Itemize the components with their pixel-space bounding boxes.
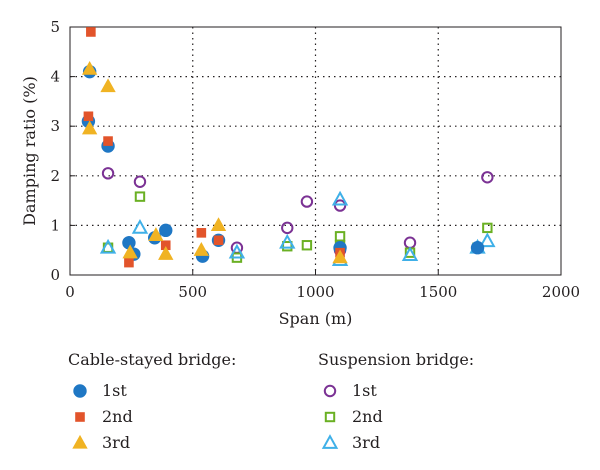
cable-stayed-3rd-point xyxy=(81,60,98,75)
y-tick-label: 5 xyxy=(50,18,60,36)
y-tick-label: 1 xyxy=(50,216,60,234)
legend-marker-square-filled xyxy=(75,412,85,422)
legend: Cable-stayed bridge: 1st 2nd 3rd Suspension … xyxy=(68,350,474,452)
legend-marker-circle-open xyxy=(323,384,337,398)
suspension-3rd-point xyxy=(131,218,149,234)
suspension-3rd-point xyxy=(331,190,349,206)
cable-stayed-3rd-point xyxy=(81,120,98,135)
cable-stayed-3rd-point xyxy=(122,244,138,259)
cable-stayed-3rd-point xyxy=(148,227,164,241)
legend-marker-triangle-open xyxy=(321,434,339,449)
suspension-2nd-point xyxy=(282,241,293,252)
legend-label: 1st xyxy=(352,381,377,400)
suspension-2nd-point xyxy=(134,191,146,202)
legend-marker-square-open xyxy=(324,411,336,423)
y-axis-label: Damping ratio (%) xyxy=(20,76,39,226)
cable-stayed-3rd-point xyxy=(193,242,210,256)
suspension-2nd-point xyxy=(301,240,313,251)
axis-ticks: 0 500 1000 1500 2000 0 1 2 3 4 5 xyxy=(50,18,580,301)
suspension-3rd-point xyxy=(279,233,296,249)
plot-frame xyxy=(69,26,562,276)
suspension-1st-point xyxy=(333,199,347,212)
legend-group-title: Cable-stayed bridge: xyxy=(68,350,236,369)
legend-label: 2nd xyxy=(102,407,133,426)
cable-stayed-2nd-point xyxy=(83,111,94,122)
legend-marker-circle-filled xyxy=(73,384,87,398)
legend-label: 1st xyxy=(102,381,127,400)
suspension-1st-point xyxy=(101,167,115,180)
cable-stayed-3rd-point xyxy=(100,78,116,93)
cable-stayed-3rd-point xyxy=(210,217,227,232)
x-tick-label: 1500 xyxy=(419,283,457,301)
cable-stayed-2nd-point xyxy=(213,235,224,246)
x-axis-label: Span (m) xyxy=(279,309,353,328)
suspension-1st-point xyxy=(300,195,314,208)
x-tick-label: 0 xyxy=(65,283,75,301)
suspension-1st-point xyxy=(281,221,294,235)
x-tick-label: 1000 xyxy=(296,283,334,301)
suspension-3rd-point xyxy=(479,232,496,248)
suspension-2nd-point xyxy=(482,222,493,234)
y-tick-label: 3 xyxy=(50,117,60,135)
cable-stayed-1st-point xyxy=(159,223,173,238)
cable-stayed-3rd-point xyxy=(158,245,174,260)
y-tick-label: 2 xyxy=(50,167,60,185)
cable-stayed-2nd-point xyxy=(196,228,207,238)
cable-stayed-3rd-point xyxy=(332,249,348,264)
y-tick-label: 0 xyxy=(50,266,60,284)
legend-label: 2nd xyxy=(352,407,383,426)
y-tick-label: 4 xyxy=(50,68,60,86)
suspension-1st-point xyxy=(133,175,147,188)
suspension-3rd-point xyxy=(99,238,117,254)
legend-label: 3rd xyxy=(102,433,130,452)
suspension-3rd-point xyxy=(228,243,246,259)
data-points xyxy=(81,27,496,268)
grid-lines xyxy=(70,27,561,275)
x-tick-label: 500 xyxy=(178,283,207,301)
cable-stayed-1st-point xyxy=(470,241,485,255)
cable-stayed-2nd-point xyxy=(124,257,134,268)
legend-marker-triangle-filled xyxy=(72,434,88,449)
cable-stayed-2nd-point xyxy=(86,27,96,37)
legend-group-title: Suspension bridge: xyxy=(318,350,474,369)
suspension-2nd-point xyxy=(334,231,346,242)
x-tick-label: 2000 xyxy=(542,283,580,301)
legend-label: 3rd xyxy=(352,433,380,452)
suspension-3rd-point xyxy=(401,246,419,262)
cable-stayed-2nd-point xyxy=(103,136,113,146)
suspension-1st-point xyxy=(481,171,494,184)
